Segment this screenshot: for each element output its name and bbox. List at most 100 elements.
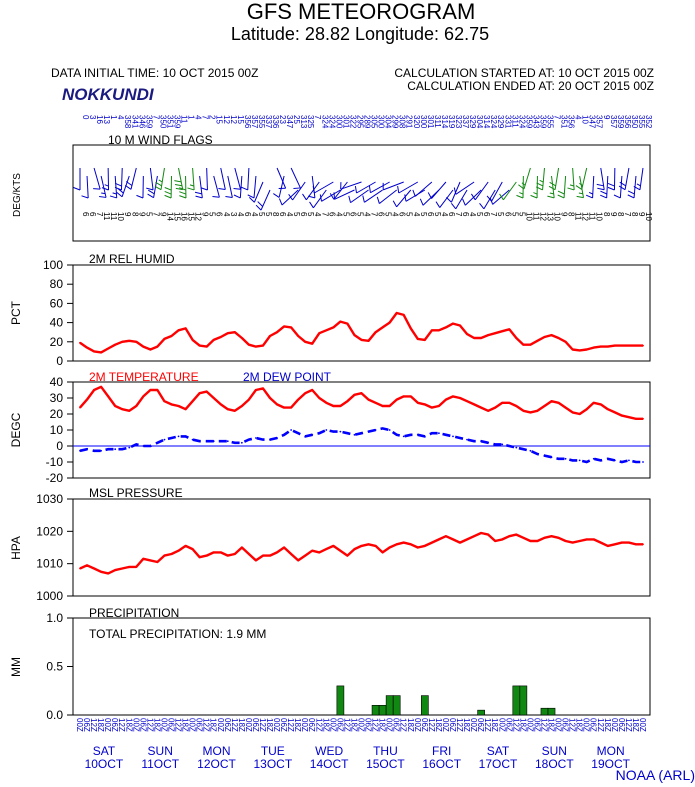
wind-speed-label: 4 [412, 212, 421, 217]
dewpoint-point [121, 448, 124, 451]
hour-label: 12Z [314, 718, 323, 732]
wind-barb-staff [523, 167, 531, 190]
humidity-point [269, 335, 271, 337]
hour-label: 00Z [582, 718, 591, 732]
precip-bar [540, 707, 549, 716]
wind-barb-feather [233, 188, 241, 190]
wind-barb-feather [147, 193, 154, 199]
temperature-point [93, 389, 95, 391]
wind-barb-staff [340, 181, 362, 190]
temperature-point [515, 405, 518, 407]
temperature-point [269, 397, 271, 399]
temperature-point [304, 392, 307, 395]
wind-direction-label: 324 [517, 115, 526, 129]
wind-direction-label: 357 [250, 115, 259, 129]
wind-barb-feather [81, 195, 89, 199]
wind-barb-staff [312, 189, 327, 209]
temperature-point [480, 406, 483, 409]
temperature-point [487, 409, 490, 412]
temperature-point [163, 400, 166, 403]
dewpoint-point [163, 438, 166, 441]
wind-barb-feather [479, 203, 485, 210]
hour-label: 18Z [406, 718, 415, 732]
humidity-point [142, 345, 145, 348]
humidity-point [620, 344, 623, 347]
dewpoint-point [86, 448, 88, 451]
wind-speed-label: 10 [116, 212, 125, 221]
wind-direction-label: 0 [81, 115, 90, 120]
pressure-point [107, 572, 110, 575]
wind-speed-label: 11 [531, 212, 540, 221]
wind-barb-feather [600, 194, 607, 199]
hour-label: 12Z [427, 718, 436, 732]
dewpoint-point [550, 456, 553, 459]
wind-barb-feather [627, 190, 635, 195]
wind-barb-feather [187, 187, 195, 191]
wind-speed-label: 4 [440, 212, 449, 217]
wind-direction-label: 352 [644, 115, 653, 129]
wind-speed-label: 11 [102, 212, 111, 221]
wind-barb-staff [502, 181, 517, 201]
wind-direction-label: 324 [489, 115, 498, 129]
pressure-point [93, 567, 95, 570]
dewpoint-point [304, 435, 307, 438]
wind-barb-feather [619, 181, 627, 187]
hour-label: 18Z [462, 718, 471, 732]
dewpoint-point [628, 459, 630, 462]
temperature-point [381, 405, 384, 407]
wind-speed-label: 6 [81, 212, 90, 217]
dewpoint-point [445, 433, 447, 436]
wind-direction-label: 4 [116, 115, 125, 120]
wind-direction-label: 23 [278, 115, 287, 124]
temperature-legend: 2M TEMPERATURE [89, 370, 199, 384]
wind-barb-feather [607, 182, 615, 187]
wind-barb-staff [383, 181, 404, 191]
wind-barb-staff [292, 181, 306, 201]
pressure-point [128, 566, 131, 568]
wind-direction-label: 16 [95, 115, 104, 124]
dewpoint-point [353, 433, 356, 436]
dewpoint-point [543, 454, 546, 457]
wind-barb-feather [116, 191, 123, 198]
dewpoint-point [480, 440, 483, 443]
temperature-point [121, 408, 124, 411]
temperature-point [128, 409, 131, 412]
wind-direction-label: 4 [574, 115, 583, 120]
hour-label: 00Z [272, 718, 281, 732]
pressure-point [381, 551, 384, 554]
pressure-point [170, 553, 173, 555]
wind-barb-feather [278, 198, 283, 206]
dewpoint-point [135, 443, 138, 446]
wind-speed-label: 5 [208, 212, 217, 217]
hour-label: 06Z [504, 718, 513, 732]
wind-direction-label: 308 [398, 115, 407, 129]
humidity-point [156, 345, 159, 348]
wind-barb-staff [554, 167, 560, 190]
wind-direction-label: 314 [440, 115, 449, 129]
wind-speed-label: 6 [482, 212, 491, 217]
wind-direction-label: 355 [257, 115, 266, 129]
precip-bar [512, 685, 521, 716]
pressure-point [423, 544, 426, 547]
wind-barb-staff [350, 189, 369, 204]
wind-direction-label: 305 [370, 115, 379, 129]
wind-speed-label: 10 [644, 212, 653, 221]
wind-barb-staff [276, 167, 287, 189]
wind-direction-label: 355 [546, 115, 555, 129]
wind-speed-label: 4 [236, 212, 245, 217]
humidity-point [416, 338, 419, 340]
pressure-point [578, 540, 581, 542]
humidity-point [276, 331, 278, 334]
wind-barb-staff [572, 167, 575, 190]
pressure-point [121, 567, 124, 570]
day-date-label: 10OCT [85, 757, 124, 771]
wind-direction-label: 324 [320, 115, 329, 129]
dewpoint-point [184, 435, 187, 438]
hour-label: 12Z [455, 718, 464, 732]
pressure-point [635, 543, 637, 546]
hour-label: 00Z [131, 718, 140, 732]
humidity-point [304, 340, 307, 343]
wind-barb-staff [492, 189, 510, 205]
dewpoint-point [529, 449, 532, 452]
hour-label: 18Z [631, 718, 640, 732]
